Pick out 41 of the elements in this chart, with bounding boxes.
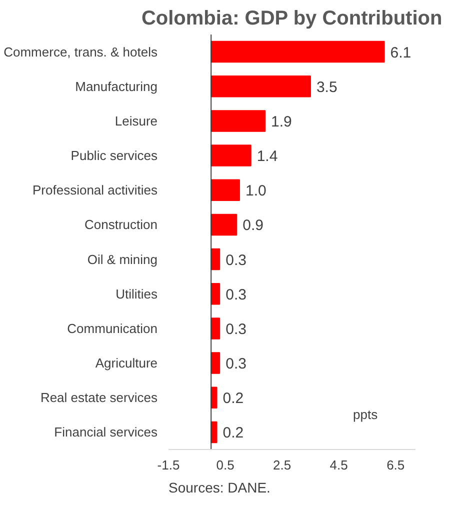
y-tick-label: Utilities (116, 286, 158, 302)
data-label: 0.3 (226, 356, 246, 373)
data-label: 0.3 (226, 286, 246, 304)
bar (210, 144, 252, 166)
y-tick-label: Commerce, trans. & hotels (4, 44, 158, 60)
x-tick-label: 2.5 (273, 458, 292, 472)
data-label: 0.2 (222, 390, 244, 408)
bar (210, 110, 266, 132)
x-tick-label: 0.5 (216, 458, 234, 472)
y-tick-label: Public services (70, 148, 158, 164)
data-label: 0.2 (222, 424, 244, 442)
bar (210, 40, 385, 63)
chart-title: Colombia: GDP by Contribution (141, 8, 442, 30)
x-tick-label: -1.5 (157, 458, 180, 472)
annotation: ppts (353, 406, 378, 422)
bar (210, 283, 220, 305)
y-tick-label: Leisure (114, 113, 158, 128)
y-tick-label: Construction (84, 217, 158, 232)
y-tick-label: Financial services (54, 424, 158, 440)
x-tick-label: 6.5 (386, 458, 405, 472)
source-note: Sources: DANE. (168, 480, 270, 496)
bar (210, 179, 240, 201)
bar (210, 76, 311, 98)
y-tick-label: Real estate services (40, 390, 158, 406)
data-label: 0.3 (226, 252, 246, 269)
data-label: 6.1 (390, 44, 412, 62)
y-tick-label: Oil & mining (87, 252, 158, 267)
bar (210, 352, 220, 374)
data-label: 0.3 (226, 320, 246, 338)
data-label: 1.9 (271, 113, 292, 130)
y-tick-label: Agriculture (95, 356, 158, 371)
data-label: 1.0 (245, 182, 266, 200)
bar (210, 318, 220, 340)
data-label: 3.5 (316, 78, 338, 96)
y-tick-label: Manufacturing (75, 78, 158, 94)
y-tick-label: Professional activities (32, 182, 158, 198)
data-label: 1.4 (256, 148, 278, 166)
data-label: 0.9 (242, 217, 264, 234)
bar (210, 214, 238, 236)
y-tick-label: Communication (67, 320, 158, 336)
x-tick-label: 4.5 (330, 458, 348, 472)
